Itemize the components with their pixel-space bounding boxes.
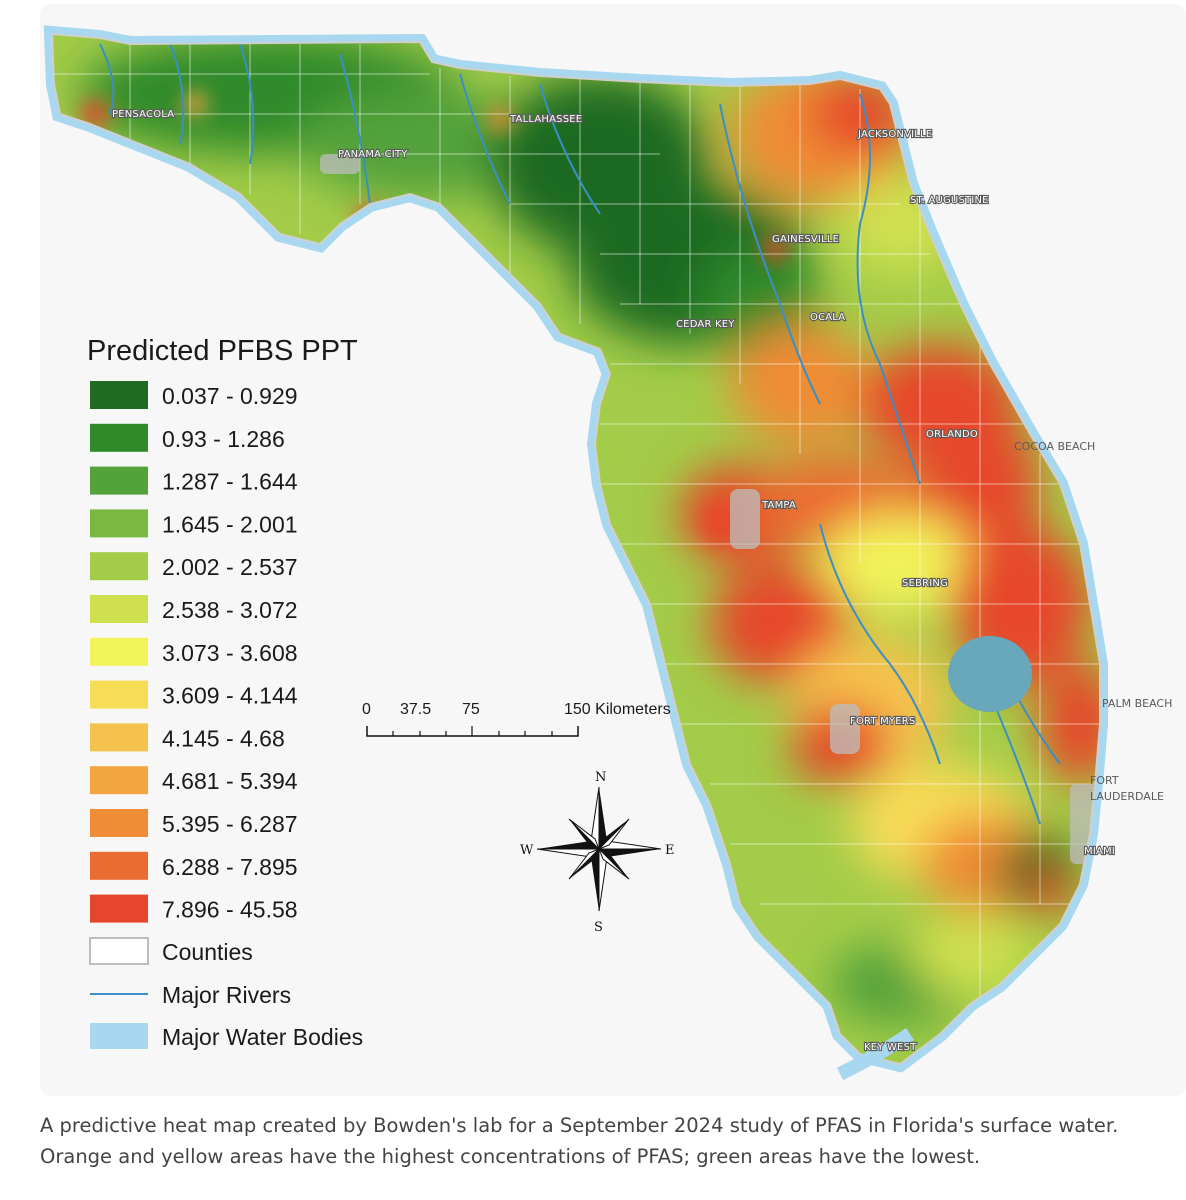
city-orlando: ORLANDO — [926, 429, 978, 440]
legend-rivers-label: Major Rivers — [162, 982, 291, 1008]
legend: Predicted PFBS PPT 0.037 - 0.929 0.93 - 1… — [87, 335, 363, 1050]
legend-class-label-1: 0.93 - 1.286 — [162, 426, 285, 452]
legend-swatch-10 — [90, 809, 148, 837]
scale-tick-0: 0 — [362, 701, 371, 718]
legend-title: Predicted PFBS PPT — [87, 335, 358, 367]
legend-swatch-7 — [90, 680, 148, 709]
city-fort-myers: FORT MYERS — [850, 716, 915, 727]
city-panama-city: PANAMA CITY — [338, 149, 408, 160]
city-st-augustine: ST. AUGUSTINE — [910, 195, 989, 206]
heat-surface — [52, 34, 1100, 1064]
scale-tick-150: 150 Kilometers — [564, 701, 671, 718]
city-gainesville: GAINESVILLE — [772, 234, 839, 245]
legend-swatch-2 — [90, 466, 148, 495]
legend-class-label-2: 1.287 - 1.644 — [162, 469, 298, 495]
legend-swatch-4 — [90, 552, 148, 581]
scale-bar: 0 37.5 75 150 Kilometers — [362, 701, 671, 737]
legend-class-label-7: 3.609 - 4.144 — [162, 683, 298, 709]
legend-swatch-12 — [90, 894, 148, 923]
city-key-west: KEY WEST — [864, 1042, 917, 1053]
legend-classes: 0.037 - 0.929 0.93 - 1.286 1.287 - 1.644 1.… — [90, 381, 298, 923]
legend-class-label-5: 2.538 - 3.072 — [162, 597, 298, 623]
city-labels: PENSACOLA TALLAHASSEE PANAMA CITY JACKSO… — [111, 108, 1172, 1054]
figure-caption: A predictive heat map created by Bowden'… — [40, 1110, 1180, 1172]
legend-swatch-6 — [90, 637, 148, 666]
city-fort-lauderdale-line1: FORT — [1090, 774, 1119, 787]
legend-class-label-0: 0.037 - 0.929 — [162, 383, 298, 409]
compass-w: W — [520, 843, 534, 858]
city-sebring: SEBRING — [902, 578, 948, 589]
compass-rose: N S E W — [520, 770, 675, 935]
legend-class-label-8: 4.145 - 4.68 — [162, 725, 285, 751]
compass-n: N — [595, 770, 606, 785]
city-fort-lauderdale-line2: LAUDERDALE — [1090, 790, 1164, 803]
legend-class-label-12: 7.896 - 45.58 — [162, 897, 298, 923]
compass-s: S — [594, 920, 603, 935]
lake-okeechobee — [948, 636, 1032, 712]
legend-counties-label: Counties — [162, 939, 253, 965]
city-tampa: TAMPA — [761, 500, 796, 511]
city-pensacola: PENSACOLA — [112, 109, 174, 120]
city-palm-beach: PALM BEACH — [1102, 697, 1172, 710]
caption-line-2: Orange and yellow areas have the highest… — [40, 1145, 981, 1168]
legend-class-label-3: 1.645 - 2.001 — [162, 511, 298, 537]
legend-counties-swatch — [89, 937, 149, 965]
scale-tick-75: 75 — [462, 701, 480, 718]
city-miami: MIAMI — [1084, 846, 1115, 857]
legend-swatch-1 — [90, 423, 148, 452]
compass-e: E — [665, 843, 675, 858]
caption-line-1: A predictive heat map created by Bowden'… — [40, 1114, 1119, 1137]
legend-swatch-0 — [90, 381, 148, 409]
city-cedar-key: CEDAR KEY — [676, 319, 735, 330]
map-figure: PENSACOLA TALLAHASSEE PANAMA CITY JACKSO… — [40, 4, 1186, 1096]
legend-swatch-9 — [90, 766, 148, 795]
legend-water-label: Major Water Bodies — [162, 1024, 363, 1050]
legend-water-swatch — [90, 1023, 148, 1049]
city-jacksonville: JACKSONVILLE — [857, 129, 932, 140]
legend-class-label-10: 5.395 - 6.287 — [162, 811, 298, 837]
legend-class-label-11: 6.288 - 7.895 — [162, 854, 298, 880]
legend-class-label-9: 4.681 - 5.394 — [162, 768, 298, 794]
legend-class-label-4: 2.002 - 2.537 — [162, 554, 298, 580]
city-cocoa-beach: COCOA BEACH — [1014, 440, 1095, 453]
florida-keys — [836, 1028, 914, 1081]
legend-swatch-5 — [90, 595, 148, 623]
legend-swatch-8 — [90, 723, 148, 752]
scale-tick-37-5: 37.5 — [400, 701, 431, 718]
legend-swatch-11 — [90, 851, 148, 880]
city-ocala: OCALA — [810, 312, 845, 323]
legend-swatch-3 — [90, 509, 148, 538]
florida-pfbs-map: PENSACOLA TALLAHASSEE PANAMA CITY JACKSO… — [40, 4, 1172, 1081]
legend-class-label-6: 3.073 - 3.608 — [162, 640, 298, 666]
city-tallahassee: TALLAHASSEE — [509, 114, 582, 125]
